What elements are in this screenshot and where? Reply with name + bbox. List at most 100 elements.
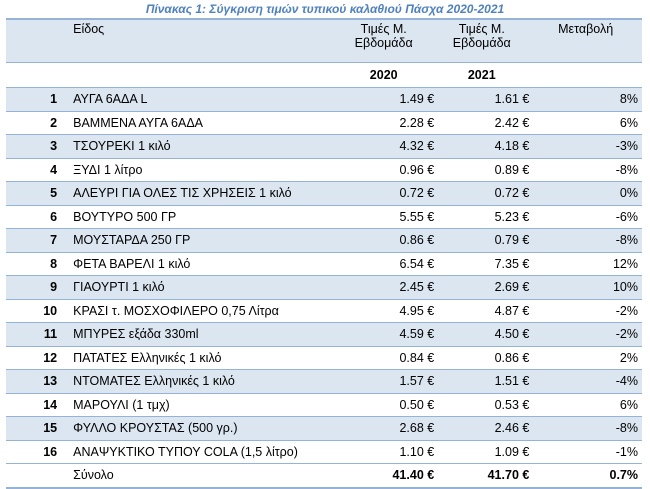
row-price-2020: 4.95 € — [333, 299, 435, 323]
row-item: ΚΡΑΣΙ τ. ΜΟΣΧΟΦΙΛΕΡΟ 0,75 Λίτρα — [69, 299, 334, 323]
row-price-2021: 2.69 € — [434, 275, 530, 300]
row-price-2021: 0.53 € — [434, 393, 530, 417]
year-2021: 2021 — [434, 62, 530, 88]
header-item: Είδος — [69, 19, 334, 63]
total-price-2020: 41.40 € — [333, 463, 435, 489]
row-price-2021: 2.46 € — [434, 416, 530, 441]
row-item: ΑΛΕΥΡΙ ΓΙΑ ΟΛΕΣ ΤΙΣ ΧΡΗΣΕΙΣ 1 κιλό — [69, 181, 334, 206]
row-number: 1 — [6, 87, 70, 112]
row-item: ΤΣΟΥΡΕΚΙ 1 κιλό — [69, 134, 334, 159]
table-row: 14 ΜΑΡΟΥΛΙ (1 τμχ) 0.50 €0.53 €6% — [6, 393, 642, 417]
table-row: 3 ΤΣΟΥΡΕΚΙ 1 κιλό 4.32 €4.18 € -3% — [6, 134, 642, 159]
header-price-2021-line2: Εβδομάδα — [452, 36, 511, 50]
row-price-2020: 6.54 € — [333, 252, 435, 276]
row-change: 6% — [529, 111, 642, 135]
row-price-2021: 0.79 € — [434, 228, 530, 253]
row-price-2020: 0.86 € — [333, 228, 435, 253]
row-item: ΜΟΥΣΤΑΡΔΑ 250 ΓΡ — [69, 228, 334, 253]
row-price-2020: 1.49 € — [333, 87, 435, 112]
row-number: 6 — [6, 205, 70, 229]
row-change: 0% — [529, 181, 642, 206]
row-item: ΑΥΓΑ 6ΑΔΑ L — [69, 87, 334, 112]
row-number: 9 — [6, 275, 70, 300]
table-row: 11 ΜΠΥΡΕΣ εξάδα 330ml 4.59 €4.50 € -2% — [6, 322, 642, 347]
row-number: 3 — [6, 134, 70, 159]
row-price-2020: 4.59 € — [333, 322, 435, 347]
row-price-2020: 4.32 € — [333, 134, 435, 159]
row-number: 13 — [6, 369, 70, 394]
table-row: 10 ΚΡΑΣΙ τ. ΜΟΣΧΟΦΙΛΕΡΟ 0,75 Λίτρα 4.95 €4… — [6, 299, 642, 323]
row-change: 6% — [529, 393, 642, 417]
row-change: -6% — [529, 205, 642, 229]
row-number: 16 — [6, 440, 70, 464]
table-row: 12 ΠΑΤΑΤΕΣ Ελληνικές 1 κιλό 0.84 €0.86 €2% — [6, 346, 642, 370]
row-number: 2 — [6, 111, 70, 135]
row-number: 15 — [6, 416, 70, 441]
row-item: ΒΑΜΜΕΝΑ ΑΥΓΑ 6ΑΔΑ — [69, 111, 334, 135]
years-empty-item — [69, 62, 334, 88]
header-price-2020-line1: Τιμές Μ. — [360, 22, 407, 36]
header-price-2020-line2: Εβδομάδα — [354, 36, 413, 50]
row-item: ΞΥΔΙ 1 λίτρο — [69, 158, 334, 182]
row-price-2021: 4.18 € — [434, 134, 530, 159]
years-empty-cell — [6, 62, 70, 88]
row-item: ΑΝΑΨΥΚΤΙΚΟ ΤΥΠΟΥ COLA (1,5 λίτρο) — [69, 440, 334, 464]
row-number: 11 — [6, 322, 70, 347]
row-price-2021: 5.23 € — [434, 205, 530, 229]
total-empty-cell — [6, 463, 70, 489]
row-number: 4 — [6, 158, 70, 182]
row-price-2020: 0.72 € — [333, 181, 435, 206]
price-comparison-table: Είδος Τιμές Μ. Εβδομάδα Τιμές Μ. Εβδομάδ… — [6, 18, 642, 489]
row-change: -2% — [529, 299, 642, 323]
table-row: 13 ΝΤΟΜΑΤΕΣ Ελληνικές 1 κιλό 1.57 €1.51 € -… — [6, 369, 642, 394]
row-price-2020: 1.57 € — [333, 369, 435, 394]
row-number: 5 — [6, 181, 70, 206]
table-row: 2 ΒΑΜΜΕΝΑ ΑΥΓΑ 6ΑΔΑ 2.28 €2.42 €6% — [6, 111, 642, 135]
total-row: Σύνολο 41.40 €41.70 €0.7% — [6, 463, 642, 489]
row-item: ΠΑΤΑΤΕΣ Ελληνικές 1 κιλό — [69, 346, 334, 370]
row-change: -8% — [529, 158, 642, 182]
row-price-2021: 1.61 € — [434, 87, 530, 112]
row-item: ΒΟΥΤΥΡΟ 500 ΓΡ — [69, 205, 334, 229]
years-row: 2020 2021 — [6, 62, 642, 88]
row-price-2020: 2.45 € — [333, 275, 435, 300]
year-2020: 2020 — [333, 62, 435, 88]
row-price-2020: 0.96 € — [333, 158, 435, 182]
table-row: 8 ΦΕΤΑ ΒΑΡΕΛΙ 1 κιλό 6.54 €7.35 €12% — [6, 252, 642, 276]
row-item: ΜΑΡΟΥΛΙ (1 τμχ) — [69, 393, 334, 417]
header-number-cell — [6, 19, 70, 63]
row-number: 10 — [6, 299, 70, 323]
row-price-2021: 4.50 € — [434, 322, 530, 347]
table-row: 1 ΑΥΓΑ 6ΑΔΑ L 1.49 €1.61 €8% — [6, 87, 642, 112]
row-price-2021: 0.89 € — [434, 158, 530, 182]
row-change: -4% — [529, 369, 642, 394]
row-change: -8% — [529, 228, 642, 253]
table-header-row: Είδος Τιμές Μ. Εβδομάδα Τιμές Μ. Εβδομάδ… — [6, 19, 642, 63]
row-change: -1% — [529, 440, 642, 464]
row-change: -2% — [529, 322, 642, 347]
row-price-2020: 5.55 € — [333, 205, 435, 229]
row-number: 7 — [6, 228, 70, 253]
total-change: 0.7% — [529, 463, 642, 489]
row-item: ΓΙΑΟΥΡΤΙ 1 κιλό — [69, 275, 334, 300]
row-price-2020: 2.68 € — [333, 416, 435, 441]
header-change: Μεταβολή — [529, 19, 642, 63]
table-caption: Πίνακας 1: Σύγκριση τιμών τυπικού καλαθι… — [145, 2, 505, 16]
row-number: 12 — [6, 346, 70, 370]
table-row: 9 ΓΙΑΟΥΡΤΙ 1 κιλό 2.45 €2.69 €10% — [6, 275, 642, 300]
row-price-2021: 0.86 € — [434, 346, 530, 370]
row-change: -3% — [529, 134, 642, 159]
years-empty-change — [529, 62, 642, 88]
row-price-2020: 2.28 € — [333, 111, 435, 135]
row-price-2021: 1.51 € — [434, 369, 530, 394]
row-item: ΜΠΥΡΕΣ εξάδα 330ml — [69, 322, 334, 347]
table-row: 5 ΑΛΕΥΡΙ ΓΙΑ ΟΛΕΣ ΤΙΣ ΧΡΗΣΕΙΣ 1 κιλό 0.72 … — [6, 181, 642, 206]
row-price-2021: 2.42 € — [434, 111, 530, 135]
table-row: 7 ΜΟΥΣΤΑΡΔΑ 250 ΓΡ 0.86 €0.79 € -8% — [6, 228, 642, 253]
row-change: 8% — [529, 87, 642, 112]
row-change: -8% — [529, 416, 642, 441]
table-row: 15 ΦΥΛΛΟ ΚΡΟΥΣΤΑΣ (500 γρ.) 2.68 €2.46 € -8… — [6, 416, 642, 441]
row-price-2021: 4.87 € — [434, 299, 530, 323]
header-price-2021-line1: Τιμές Μ. — [458, 22, 505, 36]
row-price-2020: 0.50 € — [333, 393, 435, 417]
